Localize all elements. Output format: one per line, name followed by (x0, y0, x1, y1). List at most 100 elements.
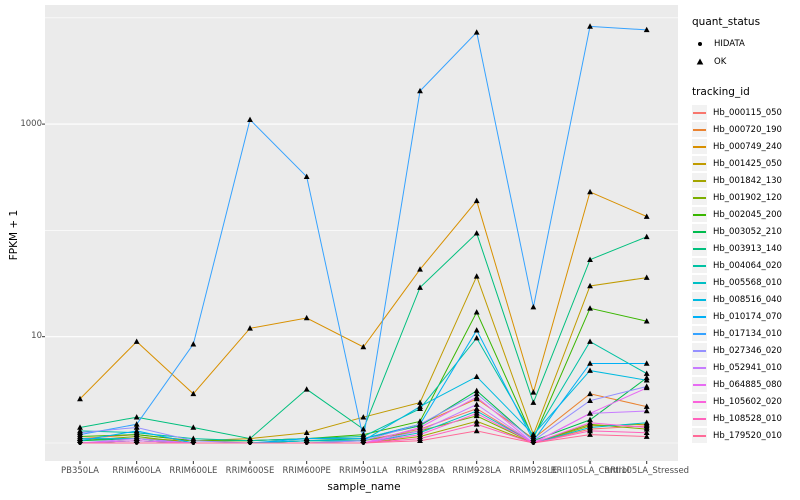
data-point-triangle (133, 437, 140, 444)
line-swatch-icon (692, 241, 707, 256)
data-point-triangle (473, 410, 480, 416)
quant-status-legend: quant_status HIDATA OK (692, 16, 798, 71)
data-point-triangle (247, 325, 253, 331)
data-point-triangle (360, 414, 367, 420)
data-point-triangle (473, 230, 480, 236)
legend-item-label: Hb_003913_140 (713, 243, 782, 254)
data-point-triangle (643, 360, 650, 366)
legend-item-tracking: Hb_000115_050 (692, 105, 798, 120)
line-swatch-icon (692, 207, 707, 222)
line-swatch-icon (692, 326, 707, 341)
line-swatch-icon (692, 343, 707, 358)
data-point-triangle (190, 437, 197, 444)
data-point-triangle (587, 282, 593, 289)
data-point-triangle (417, 284, 423, 290)
data-point-triangle (530, 389, 537, 395)
legend-item-hidata: HIDATA (692, 35, 798, 53)
legend-item-tracking: Hb_017134_010 (692, 326, 798, 341)
data-point-triangle (587, 397, 593, 403)
line-swatch-icon (692, 173, 707, 188)
line-swatch-icon (692, 224, 707, 239)
line-swatch-icon (692, 258, 707, 273)
data-point-triangle (587, 410, 593, 416)
x-tick-label: PB350LA (61, 466, 99, 476)
legend-item-label: HIDATA (714, 39, 745, 49)
legend-item-label: Hb_064885_080 (713, 379, 782, 390)
tracking-id-items: Hb_000115_050 Hb_000720_190 Hb_000749_240 H… (692, 105, 798, 443)
quant-status-legend-title: quant_status (692, 16, 761, 28)
data-point-triangle (473, 387, 480, 394)
legend-item-tracking: Hb_008516_040 (692, 292, 798, 307)
data-point-circle (78, 441, 82, 445)
data-point-triangle (473, 427, 480, 434)
legend-item-tracking: Hb_001902_120 (692, 190, 798, 205)
data-point-triangle (587, 424, 593, 430)
data-point-triangle (643, 26, 650, 33)
data-point-triangle (643, 318, 650, 324)
y-axis-title: FPKM + 1 (8, 209, 20, 261)
x-tick-label: RRIM600LA (112, 466, 161, 476)
data-point-triangle (587, 305, 593, 311)
data-point-triangle (473, 373, 480, 380)
data-point-triangle (417, 399, 423, 405)
legend-item-label: Hb_000749_240 (713, 141, 782, 152)
data-point-triangle (473, 421, 480, 427)
data-point-triangle (473, 394, 480, 400)
x-tick-label: RRIM928LA (452, 466, 501, 476)
data-point-triangle (473, 390, 480, 397)
legend-item-tracking: Hb_001842_130 (692, 173, 798, 188)
data-point-triangle (417, 437, 423, 444)
circle-marker-icon (692, 36, 708, 52)
x-tick-label: RRIM901LA (339, 466, 388, 476)
line-swatch-icon (692, 292, 707, 307)
data-point-triangle (360, 343, 367, 350)
data-point-triangle (587, 338, 593, 344)
data-point-triangle (77, 429, 83, 435)
data-point-triangle (133, 424, 140, 430)
legend-item-tracking: Hb_027346_020 (692, 343, 798, 358)
data-point-triangle (190, 390, 197, 397)
legend-item-label: Hb_004064_020 (713, 260, 782, 271)
y-tick-label: 1000 (20, 118, 42, 129)
x-tick-label: RRIM600PE (282, 466, 331, 476)
data-point-triangle (133, 421, 140, 427)
line-swatch-icon (692, 309, 707, 324)
line-swatch-icon (692, 394, 707, 409)
legend-item-tracking: Hb_000749_240 (692, 139, 798, 154)
data-point-triangle (133, 427, 140, 434)
data-point-triangle (643, 213, 650, 219)
data-point-triangle (417, 421, 423, 427)
data-point-triangle (587, 390, 593, 397)
legend-item-tracking: Hb_003913_140 (692, 241, 798, 256)
y-tick-label: 10 (31, 331, 42, 342)
data-point-circle (304, 441, 309, 445)
data-point-triangle (643, 377, 650, 383)
x-tick-label: RRIM600LE (169, 466, 218, 476)
line-swatch-icon (692, 139, 707, 154)
legend-item-tracking: Hb_001425_050 (692, 156, 798, 171)
legend-item-label: Hb_108528_010 (713, 413, 782, 424)
data-point-triangle (587, 431, 593, 437)
plot-legend: quant_status HIDATA OK tracking_id Hb_000… (692, 16, 798, 445)
data-point-triangle (360, 437, 367, 444)
data-point-triangle (587, 256, 593, 263)
data-point-triangle (473, 418, 480, 424)
data-point-triangle (190, 341, 197, 347)
data-point-triangle (417, 431, 423, 437)
legend-item-tracking: Hb_000720_190 (692, 122, 798, 137)
legend-item-label: Hb_003052_210 (713, 226, 782, 237)
tracking-id-legend-title: tracking_id (692, 86, 750, 98)
line-swatch-icon (692, 275, 707, 290)
data-point-triangle (530, 303, 537, 310)
data-point-triangle (587, 23, 593, 29)
data-point-triangle (473, 309, 480, 315)
legend-item-label: Hb_005568_010 (713, 277, 782, 288)
legend-item-label: Hb_017134_010 (713, 328, 782, 339)
tracking-id-legend: tracking_id Hb_000115_050 Hb_000720_190 Hb… (692, 86, 798, 443)
x-tick-label: RRIM600SE (225, 466, 275, 476)
x-tick-label: RRIM928BA (395, 466, 445, 476)
legend-item-tracking: Hb_005568_010 (692, 275, 798, 290)
data-point-triangle (643, 424, 650, 430)
legend-item-tracking: Hb_010174_070 (692, 309, 798, 324)
legend-item-tracking: Hb_003052_210 (692, 224, 798, 239)
